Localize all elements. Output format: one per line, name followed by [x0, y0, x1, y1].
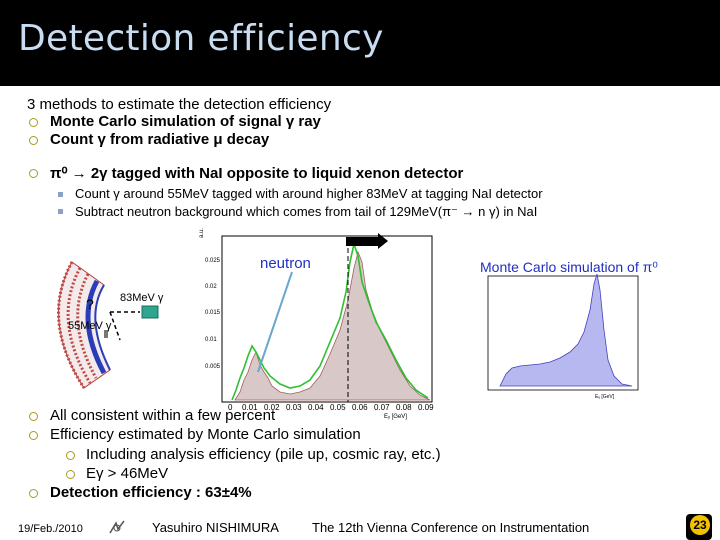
result-2: Efficiency estimated by Monte Carlo simu… [50, 426, 361, 443]
gamma-83-label: 83MeV γ [120, 292, 164, 304]
bullet-icon [29, 489, 38, 498]
unknown-label: ? [86, 296, 94, 312]
svg-text:0.04: 0.04 [308, 403, 324, 412]
result-1: All consistent within a few percent [50, 407, 276, 424]
gamma-55-label: 55MeV γ [68, 320, 112, 332]
svg-text:0.03: 0.03 [286, 403, 302, 412]
svg-text:0.02: 0.02 [205, 284, 217, 290]
method-2: Count γ from radiative μ decay [50, 131, 270, 148]
footer-date: 19/Feb./2010 [18, 523, 83, 535]
svg-text:0.07: 0.07 [374, 403, 390, 412]
svg-text:0.08: 0.08 [396, 403, 412, 412]
result-sub-2: Eγ > 46MeV [86, 465, 169, 482]
bullet-icon [29, 412, 38, 421]
bullet-icon [66, 451, 75, 460]
left-histogram: a.u. 0.025 0.02 0.015 0.01 0.005 0 0.01 … [199, 228, 434, 420]
svg-text:0.025: 0.025 [205, 258, 221, 264]
svg-text:0.01: 0.01 [205, 337, 217, 343]
svg-text:0.02: 0.02 [264, 403, 280, 412]
svg-text:0.015: 0.015 [205, 310, 221, 316]
final-result: Detection efficiency : 63±4% [50, 484, 252, 501]
svg-text:0.05: 0.05 [330, 403, 346, 412]
method-3: π⁰ → 2γ tagged with NaI opposite to liqu… [50, 165, 464, 182]
bullet-icon [29, 118, 38, 127]
mc-histogram: Eᵧ [GeV] [487, 273, 639, 400]
slide-title: Detection efficiency [18, 18, 384, 59]
neutron-label: neutron [260, 255, 311, 272]
svg-text:0.06: 0.06 [352, 403, 368, 412]
title-bar [0, 0, 720, 86]
footer-author: Yasuhiro NISHIMURA [152, 520, 279, 535]
logo-icon [109, 520, 125, 534]
svg-text:0: 0 [228, 403, 233, 412]
svg-text:a.u.: a.u. [199, 228, 205, 238]
svg-text:Eᵧ [GeV]: Eᵧ [GeV] [384, 414, 407, 420]
svg-text:0.005: 0.005 [205, 364, 221, 370]
sub-bullet-2: Subtract neutron background which comes … [75, 204, 538, 219]
svg-text:0.09: 0.09 [418, 403, 434, 412]
detector-drawing [57, 261, 159, 389]
footer-conference: The 12th Vienna Conference on Instrument… [312, 520, 590, 535]
page-number: 23 [690, 515, 710, 535]
mc-label: Monte Carlo simulation of π⁰ [480, 259, 658, 275]
bullet-icon [29, 169, 38, 178]
bullet-icon [29, 136, 38, 145]
svg-text:0.01: 0.01 [242, 403, 258, 412]
square-bullet-icon [58, 209, 63, 214]
bullet-icon [29, 431, 38, 440]
intro-text: 3 methods to estimate the detection effi… [27, 96, 332, 113]
square-bullet-icon [58, 192, 63, 197]
bullet-icon [66, 470, 75, 479]
result-sub-1: Including analysis efficiency (pile up, … [86, 446, 441, 463]
sub-bullet-1: Count γ around 55MeV tagged with around … [75, 186, 543, 201]
svg-text:Eᵧ [GeV]: Eᵧ [GeV] [595, 394, 615, 400]
method-1: Monte Carlo simulation of signal γ ray [50, 113, 321, 130]
